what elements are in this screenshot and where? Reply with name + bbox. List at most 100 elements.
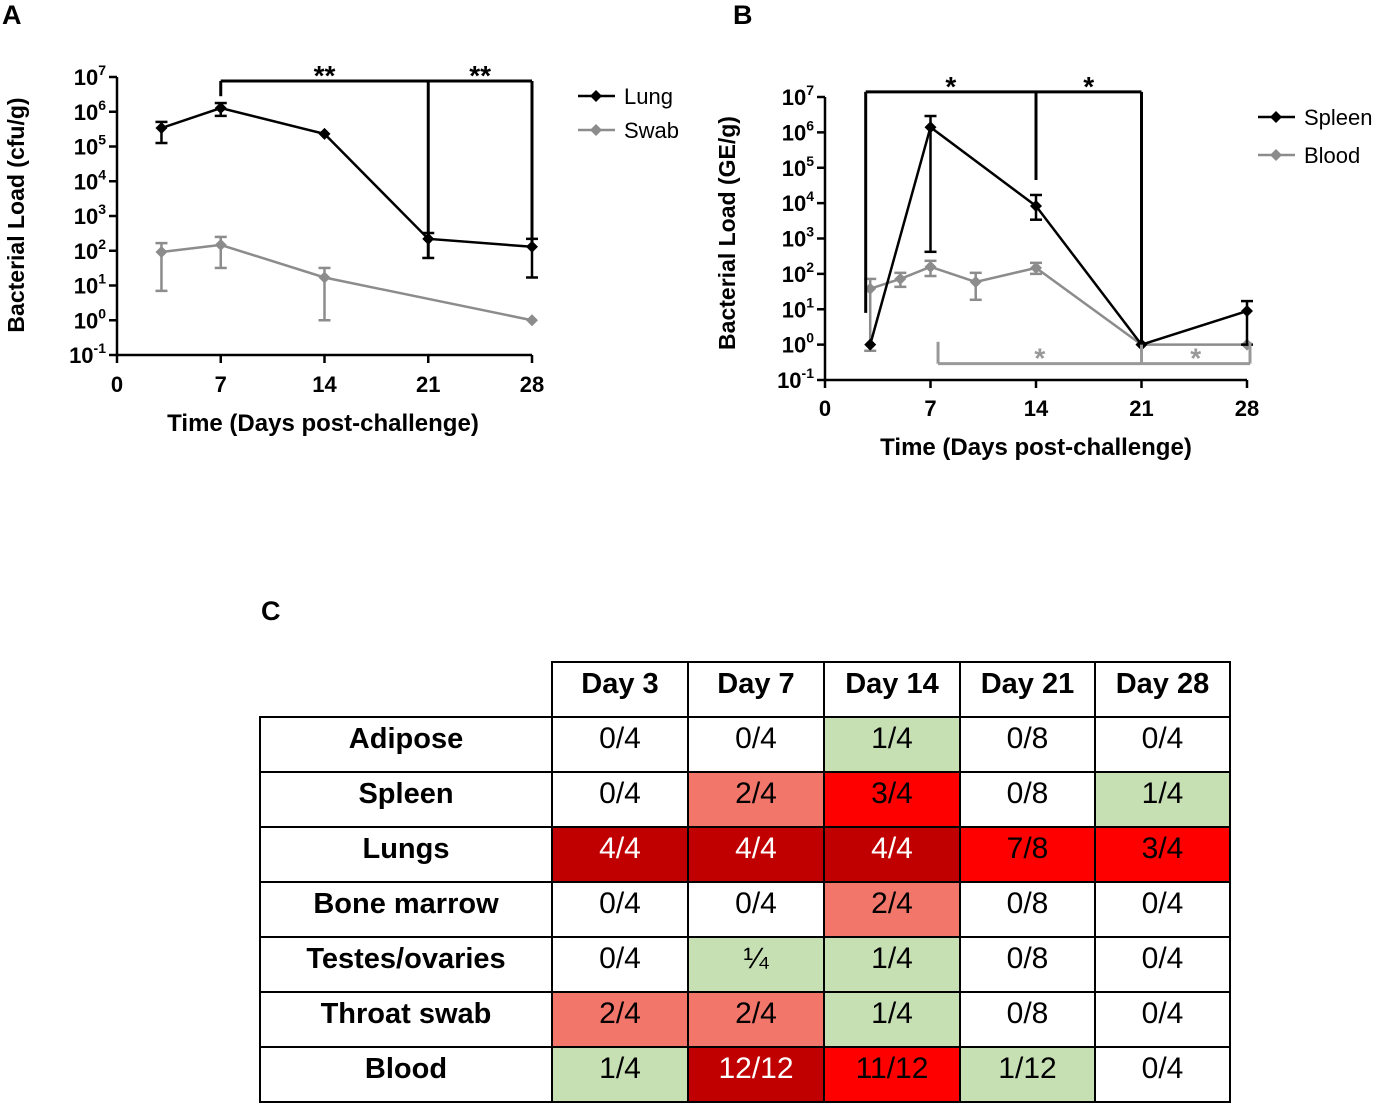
series-blood — [864, 259, 1253, 353]
significance-label: * — [1034, 343, 1045, 374]
panel-label-b: B — [733, 0, 753, 30]
table-cell: 0/4 — [551, 936, 689, 993]
tick-exponent: 6 — [98, 97, 106, 113]
y-tick-label: 10-1 — [69, 340, 106, 368]
significance-label: ** — [314, 60, 336, 91]
y-tick-label: 102 — [74, 236, 106, 264]
data-point-marker — [864, 282, 877, 295]
data-point-marker — [924, 121, 937, 134]
table-corner-cell — [260, 662, 553, 718]
data-point-marker — [969, 275, 982, 288]
legend-label: Lung — [624, 84, 673, 109]
tick-exponent: 4 — [806, 188, 814, 204]
tick-exponent: 2 — [98, 236, 106, 252]
table-cell: 0/4 — [1094, 881, 1231, 938]
column-header: Day 21 — [959, 661, 1096, 718]
y-tick-label: 106 — [782, 117, 814, 145]
tick-base: 10 — [777, 368, 801, 393]
series-line — [869, 125, 1248, 347]
table-cell: 0/8 — [959, 771, 1096, 828]
data-point-marker — [214, 102, 227, 115]
series-spleen — [864, 114, 1253, 351]
tick-exponent: 5 — [806, 153, 814, 169]
x-axis-label: Time (Days post-challenge) — [167, 410, 479, 437]
y-tick-label: 104 — [782, 188, 814, 216]
data-point-marker — [894, 272, 907, 285]
x-tick-label: 14 — [1024, 396, 1049, 421]
legend-label: Swab — [624, 118, 679, 143]
table-cell: 3/4 — [1094, 826, 1231, 883]
tick-base: 10 — [74, 169, 98, 194]
tick-base: 10 — [74, 308, 98, 333]
data-point-marker — [526, 314, 538, 327]
table-cell: 0/4 — [551, 881, 689, 938]
data-point-marker — [924, 260, 937, 273]
table-row: Spleen 0/4 2/4 3/4 0/8 1/4 — [259, 771, 1231, 828]
tick-base: 10 — [782, 262, 806, 287]
y-tick-label: 10-1 — [777, 365, 814, 393]
tick-base: 10 — [74, 135, 98, 160]
data-point-marker — [1241, 305, 1253, 318]
table-cell: 0/4 — [551, 771, 689, 828]
x-tick-label: 21 — [416, 372, 440, 397]
tick-exponent: 0 — [806, 330, 814, 346]
data-point-marker — [1030, 199, 1042, 212]
series-swab — [155, 235, 538, 327]
table-cell: 0/4 — [1094, 1046, 1231, 1103]
y-tick-label: 101 — [782, 294, 814, 322]
tick-exponent: 1 — [98, 271, 106, 287]
y-tick-label: 103 — [782, 224, 814, 252]
column-header: Day 14 — [823, 661, 961, 718]
row-label: Testes/ovaries — [259, 936, 553, 993]
y-tick-label: 105 — [782, 153, 814, 181]
table-cell: 0/8 — [959, 991, 1096, 1048]
table-cell: 1/12 — [959, 1046, 1096, 1103]
row-label: Spleen — [259, 771, 553, 828]
table-cell: 0/4 — [1094, 936, 1231, 993]
legend: Spleen Blood — [1258, 105, 1373, 168]
legend-entry: Spleen — [1258, 105, 1373, 130]
table-cell: ¼ — [687, 936, 825, 993]
tick-exponent: -1 — [94, 340, 107, 356]
series-line — [161, 243, 533, 322]
table-row: Testes/ovaries 0/4 ¼ 1/4 0/8 0/4 — [259, 936, 1231, 993]
x-tick-label: 28 — [520, 372, 544, 397]
legend: Lung Swab — [578, 84, 679, 143]
table-cell: 0/4 — [687, 881, 825, 938]
series-lung — [155, 101, 538, 279]
legend-label: Spleen — [1304, 105, 1373, 130]
y-axis-label: Bacterial Load (GE/g) — [714, 116, 740, 350]
tick-base: 10 — [782, 191, 806, 216]
table-row: Throat swab 2/4 2/4 1/4 0/8 0/4 — [259, 991, 1231, 1048]
significance-label: ** — [469, 60, 491, 91]
table-body: Adipose 0/4 0/4 1/4 0/8 0/4 Spleen 0/4 2/4 3/4 0/8… — [259, 716, 1231, 1103]
tick-exponent: -1 — [802, 365, 815, 381]
tick-exponent: 7 — [806, 82, 814, 98]
legend-marker — [590, 90, 602, 102]
y-tick-label: 100 — [782, 330, 814, 358]
legend-marker — [1270, 149, 1282, 161]
data-point-marker — [155, 122, 168, 135]
legend-entry: Blood — [1258, 143, 1360, 168]
panel-label-a: A — [2, 0, 22, 30]
table-cell: 1/4 — [823, 936, 961, 993]
x-tick-label: 0 — [111, 372, 123, 397]
table-cell: 11/12 — [823, 1046, 961, 1103]
significance-bracket: * * — [936, 341, 1252, 374]
table-cell: 1/4 — [823, 716, 961, 773]
table-cell: 7/8 — [959, 826, 1096, 883]
legend-marker — [1270, 111, 1282, 123]
tick-base: 10 — [782, 227, 806, 252]
row-label: Throat swab — [259, 991, 553, 1048]
legend-entry: Lung — [578, 84, 673, 109]
table-cell: 0/8 — [959, 936, 1096, 993]
legend-marker — [590, 124, 602, 136]
y-tick-label: 107 — [74, 62, 106, 90]
tick-base: 10 — [74, 65, 98, 90]
y-tick-label: 107 — [782, 82, 814, 110]
y-axis-label: Bacterial Load (cfu/g) — [3, 97, 29, 332]
table-cell: 0/4 — [551, 716, 689, 773]
